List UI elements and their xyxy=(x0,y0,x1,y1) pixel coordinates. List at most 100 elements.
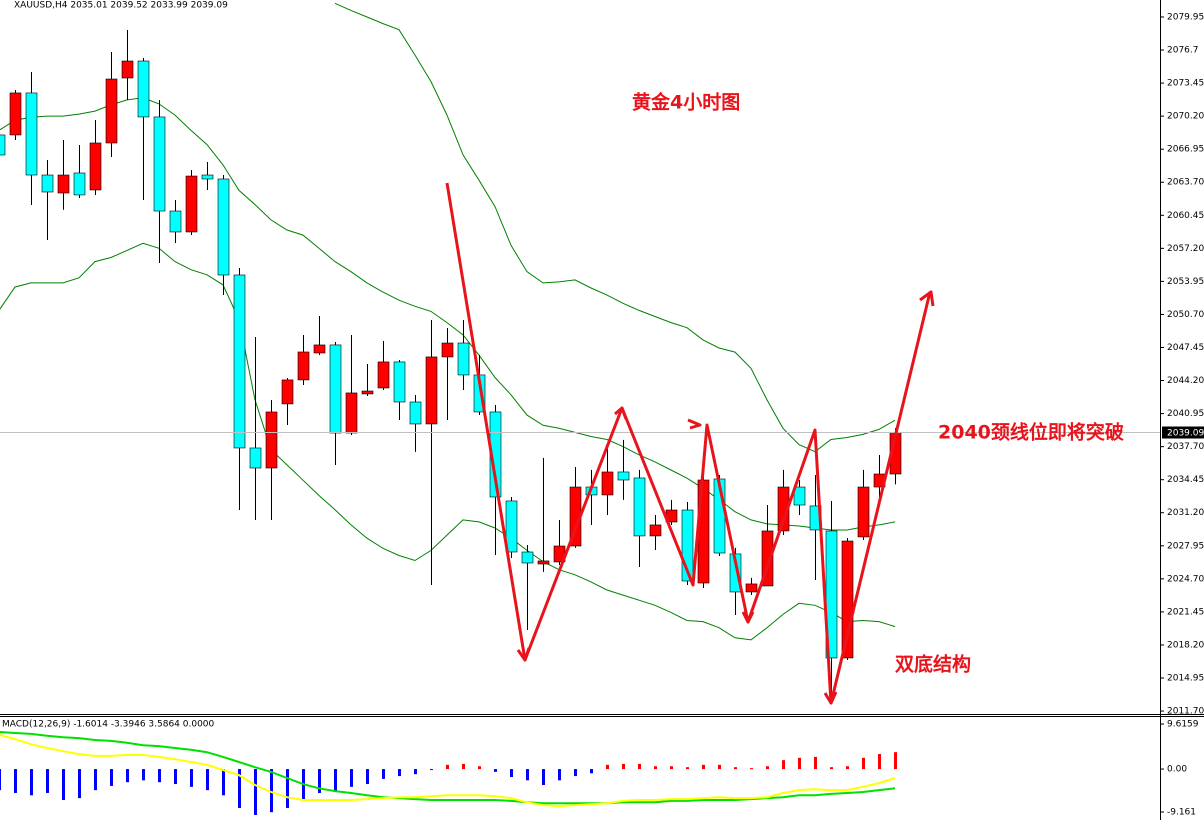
y-tick-label: 2070.20 xyxy=(1167,112,1204,122)
histogram-bar xyxy=(542,769,545,785)
candle-body xyxy=(0,134,6,156)
candle-body xyxy=(121,60,134,79)
histogram-bar xyxy=(270,769,273,813)
histogram-bar xyxy=(702,764,705,770)
histogram-bar xyxy=(158,769,161,783)
candle-body xyxy=(393,361,406,403)
candle-body xyxy=(409,401,422,425)
histogram-bar xyxy=(254,769,257,815)
drawn-arrows xyxy=(445,182,935,705)
histogram-bar xyxy=(110,769,113,786)
histogram-bar xyxy=(654,766,657,770)
histogram-bar xyxy=(558,769,561,781)
candle-body xyxy=(601,471,614,496)
line-series xyxy=(334,2,896,453)
histogram-bar xyxy=(734,767,737,770)
candle-body xyxy=(521,551,534,564)
histogram-bar xyxy=(78,769,81,799)
last-price-tag xyxy=(1162,426,1204,439)
candle-body xyxy=(201,174,214,180)
y-tick-label: 2018.20 xyxy=(1167,640,1204,650)
candle-body xyxy=(457,342,470,376)
histogram-bar xyxy=(638,763,641,770)
histogram-bar xyxy=(478,766,481,770)
y-tick-label: 0.00 xyxy=(1167,765,1187,775)
y-tick-label: 2027.95 xyxy=(1167,541,1204,551)
y-tick-label: 2066.95 xyxy=(1167,145,1204,155)
y-tick-label: 2031.20 xyxy=(1167,508,1204,518)
zigzag-arrow xyxy=(445,182,932,705)
y-tick-label: 2047.45 xyxy=(1167,343,1204,353)
y-tick-label: 2037.70 xyxy=(1167,442,1204,452)
candle-body xyxy=(9,92,22,136)
candle-body xyxy=(729,553,742,593)
histogram-bar xyxy=(894,752,897,770)
price-panel xyxy=(0,2,1160,700)
histogram-bar xyxy=(830,767,833,770)
y-tick-label: 2034.45 xyxy=(1167,475,1204,485)
histogram-bar xyxy=(94,769,97,791)
y-tick-label: 2021.45 xyxy=(1167,607,1204,617)
arrow-head xyxy=(741,611,755,624)
candle-body xyxy=(649,524,662,537)
candle-body xyxy=(105,78,118,144)
y-tick-label: 2024.70 xyxy=(1167,574,1204,584)
histogram-bar xyxy=(318,769,321,793)
line-series xyxy=(0,734,896,808)
candle-body xyxy=(857,486,870,538)
y-tick-label: 2076.7 xyxy=(1167,46,1199,56)
candle-body xyxy=(217,178,230,276)
y-tick-label: 2050.70 xyxy=(1167,310,1204,320)
candle-body xyxy=(345,392,358,434)
histogram-bar xyxy=(446,764,449,770)
histogram-bar xyxy=(334,769,337,793)
histogram-bar xyxy=(142,769,145,781)
chart-header: XAUUSD,H4 2035.01 2039.52 2033.99 2039.0… xyxy=(14,1,228,11)
histogram-bar xyxy=(462,763,465,770)
y-tick-label: 2073.45 xyxy=(1167,79,1204,89)
candle-body xyxy=(41,174,54,193)
histogram-bar xyxy=(382,769,385,779)
y-tick-label: 2044.20 xyxy=(1167,376,1204,386)
candle-body xyxy=(377,361,390,389)
histogram-bar xyxy=(206,769,209,791)
histogram-bar xyxy=(30,769,33,796)
histogram-bar xyxy=(590,769,593,774)
histogram-bar xyxy=(46,769,49,793)
y-tick-label: 2040.95 xyxy=(1167,409,1204,419)
histogram-bar xyxy=(718,764,721,770)
histogram-bar xyxy=(686,767,689,770)
candle-body xyxy=(633,477,646,537)
candle-body xyxy=(25,92,38,176)
candle-body xyxy=(329,344,342,434)
histogram-bar xyxy=(14,769,17,793)
histogram-bar xyxy=(366,769,369,785)
candle-body xyxy=(761,530,774,587)
candle-body xyxy=(73,172,86,196)
arrow-head xyxy=(919,290,935,307)
candle-body xyxy=(89,142,102,191)
histogram-bar xyxy=(510,769,513,778)
histogram-bar xyxy=(350,769,353,787)
candle-body xyxy=(841,540,854,659)
histogram-bar xyxy=(286,769,289,808)
last-price-label: 2039.09 xyxy=(1167,429,1204,439)
macd-header: MACD(12,26,9) -1.6014 -3.3946 3.5864 0.0… xyxy=(2,720,215,730)
arrow-head xyxy=(614,406,628,420)
histogram-bar xyxy=(782,760,785,770)
histogram-bar xyxy=(798,757,801,770)
arrow-head xyxy=(687,418,702,430)
line-series xyxy=(0,731,896,805)
candle-body xyxy=(297,351,310,381)
histogram-bar xyxy=(430,769,433,771)
annotation: 双底结构 xyxy=(895,653,971,676)
annotation: 黄金4小时图 xyxy=(632,91,740,114)
candle-body xyxy=(441,342,454,358)
y-tick-label: 2014.95 xyxy=(1167,674,1204,684)
annotation: 2040颈线位即将突破 xyxy=(938,421,1124,444)
histogram-bar xyxy=(750,768,753,770)
histogram-bar xyxy=(494,769,497,772)
candle-body xyxy=(745,583,758,593)
